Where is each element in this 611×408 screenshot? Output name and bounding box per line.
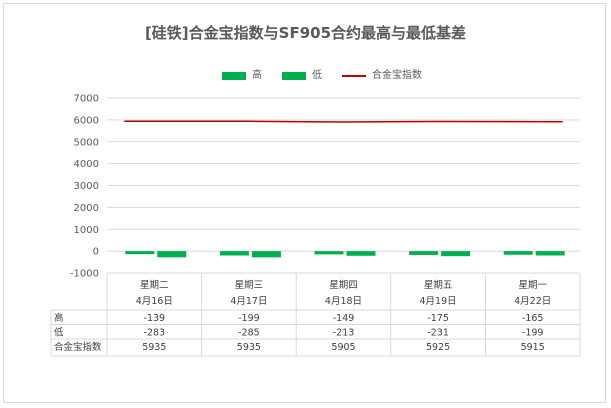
bar <box>409 251 439 255</box>
data-label: 5915 <box>521 342 545 353</box>
legend-label-high: 高 <box>252 70 262 81</box>
x-date-label: 4月16日 <box>136 296 173 307</box>
bar <box>251 251 281 258</box>
series-line <box>124 120 563 123</box>
x-tick-label: 星期二 <box>140 280 169 291</box>
data-label: -283 <box>144 328 166 339</box>
chart-frame <box>3 3 606 403</box>
bar <box>346 251 376 256</box>
x-tick-label: 星期一 <box>518 280 547 291</box>
data-label: -199 <box>522 328 544 339</box>
legend-swatch-low <box>282 72 306 80</box>
y-tick-label: 1000 <box>74 225 99 236</box>
bar <box>157 251 187 258</box>
x-date-label: 4月22日 <box>514 296 551 307</box>
y-tick-label: 2000 <box>74 203 99 214</box>
y-tick-label: 0 <box>93 247 99 258</box>
y-tick-label: -1000 <box>70 269 99 280</box>
data-label: 5935 <box>142 342 166 353</box>
table-row-label: 合金宝指数 <box>54 341 102 353</box>
bar <box>503 251 533 255</box>
bar <box>219 251 249 256</box>
chart-title: [硅铁]合金宝指数与SF905合约最高与最低基差 <box>144 24 467 42</box>
data-label: -175 <box>427 313 449 324</box>
x-tick-label: 星期三 <box>235 280 264 291</box>
legend-label-index: 合金宝指数 <box>372 70 422 81</box>
bar <box>314 251 344 255</box>
y-tick-label: 3000 <box>74 181 99 192</box>
y-tick-label: 5000 <box>74 137 99 148</box>
data-label: -199 <box>238 313 260 324</box>
data-label: -213 <box>333 328 355 339</box>
data-label: -285 <box>238 328 260 339</box>
chart-legend: 高 低 合金宝指数 <box>0 68 611 84</box>
data-label: -231 <box>427 328 449 339</box>
bar <box>535 251 565 256</box>
legend-swatch-index <box>342 75 366 77</box>
x-tick-label: 星期五 <box>424 280 453 291</box>
data-label: 5925 <box>426 342 450 353</box>
x-date-label: 4月17日 <box>230 296 267 307</box>
x-date-label: 4月18日 <box>325 296 362 307</box>
table-row-label: 低 <box>54 327 64 339</box>
bar <box>125 251 155 255</box>
data-label: -149 <box>333 313 355 324</box>
table-row-label: 高 <box>54 312 64 324</box>
x-tick-label: 星期四 <box>329 280 358 291</box>
data-label: 5905 <box>331 342 355 353</box>
bar <box>441 251 471 257</box>
legend-swatch-high <box>222 72 246 80</box>
data-label: -139 <box>144 313 166 324</box>
legend-label-low: 低 <box>312 70 322 81</box>
y-tick-label: 4000 <box>74 159 99 170</box>
y-tick-label: 7000 <box>74 94 99 105</box>
data-label: 5935 <box>237 342 261 353</box>
data-label: -165 <box>522 313 544 324</box>
y-tick-label: 6000 <box>74 115 99 126</box>
x-date-label: 4月19日 <box>420 296 457 307</box>
